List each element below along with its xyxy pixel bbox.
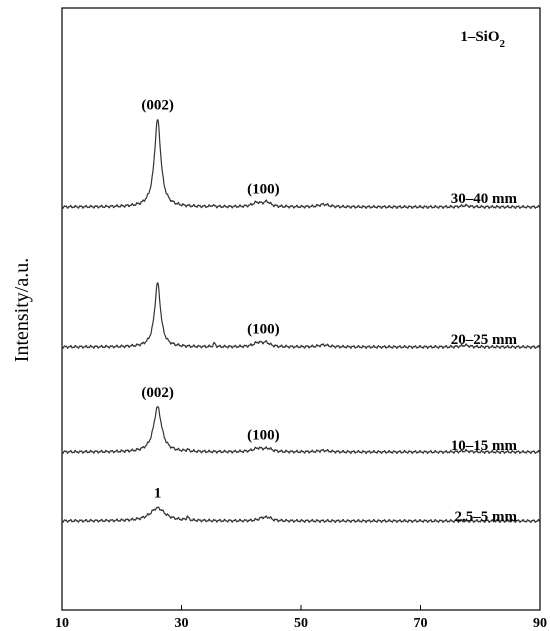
peak-label: (100): [247, 428, 280, 444]
peak-label: 1: [154, 486, 162, 502]
x-tick-label: 30: [175, 616, 189, 631]
series-line: [61, 406, 541, 455]
series-label: 2.5–5 mm: [455, 509, 518, 525]
x-tick-label: 10: [55, 616, 69, 631]
peak-label: (002): [141, 98, 174, 114]
sample-label: 1–SiO2: [460, 29, 505, 50]
x-tick-label: 50: [294, 616, 308, 631]
series-line: [61, 282, 541, 350]
series-label: 20–25 mm: [451, 332, 518, 348]
sample-label-subscript: 2: [500, 38, 506, 50]
peak-label: (002): [141, 385, 174, 401]
x-tick-label: 70: [414, 616, 428, 631]
series-line: [61, 119, 541, 210]
y-axis-label: Intensity/a.u.: [11, 258, 33, 362]
peak-label: (100): [247, 182, 280, 198]
sample-label-main: 1–SiO: [460, 29, 499, 45]
peak-label: (100): [247, 321, 280, 337]
series-line: [61, 506, 541, 524]
x-tick-label: 90: [533, 616, 547, 631]
series-label: 30–40 mm: [451, 191, 518, 207]
series-label: 10–15 mm: [451, 438, 518, 454]
